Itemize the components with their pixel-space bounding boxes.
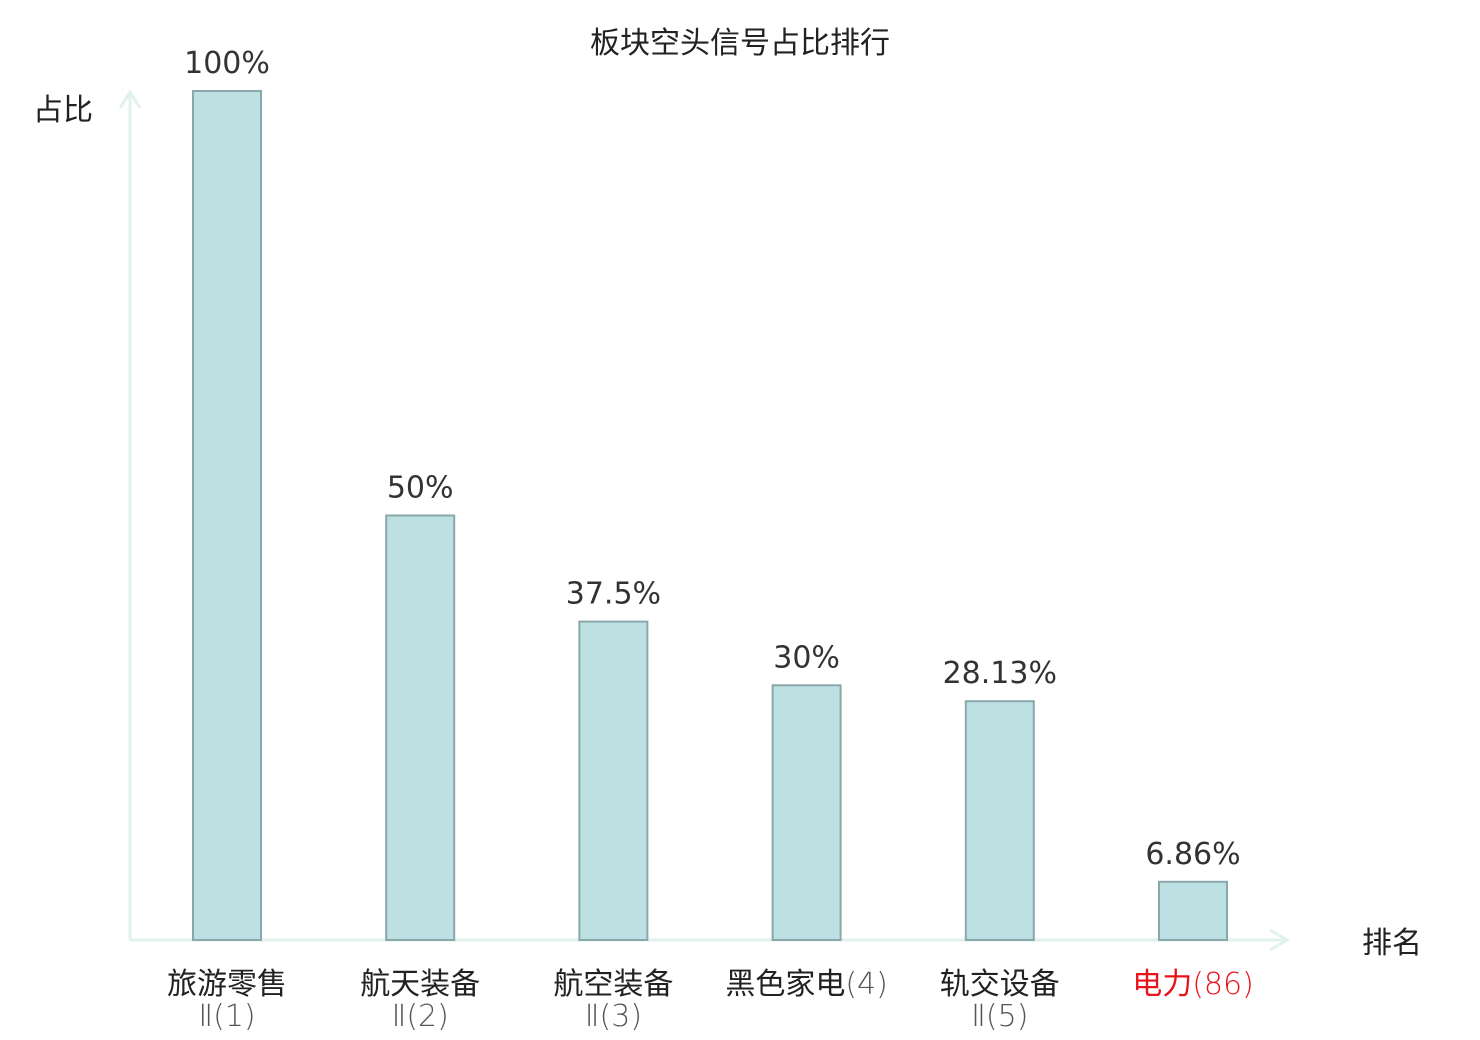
value-label-6: 6.86% <box>1145 837 1240 872</box>
value-label-3: 37.5% <box>566 577 661 612</box>
chart-title: 板块空头信号占比排行 <box>590 26 890 61</box>
bar-group <box>192 90 1228 942</box>
category-rank-5: Ⅱ(5) <box>971 999 1028 1034</box>
category-label-3: 航空装备 <box>553 967 673 1002</box>
value-label-5: 28.13% <box>943 656 1057 691</box>
y-axis <box>118 89 142 940</box>
x-axis-label: 排名 <box>1362 926 1422 961</box>
value-label-2: 50% <box>387 471 454 506</box>
y-axis-label: 占比 <box>33 93 93 128</box>
category-rank-2: Ⅱ(2) <box>392 999 449 1034</box>
bar-2 <box>385 514 456 941</box>
category-label-4: 黑色家电(4) <box>725 967 888 1002</box>
value-label-group: 100% 50% 37.5% 30% 28.13% 6.86% <box>184 46 1241 872</box>
category-rank-3: Ⅱ(3) <box>585 999 642 1034</box>
category-label-6: 电力(86) <box>1132 967 1254 1002</box>
category-label-1: 旅游零售 <box>167 967 287 1002</box>
bar-1 <box>192 90 262 941</box>
bar-5 <box>964 700 1035 942</box>
bar-4 <box>771 684 842 941</box>
category-rank-1: Ⅱ(1) <box>198 999 255 1034</box>
category-label-5: 轨交设备 <box>940 967 1060 1002</box>
bar-3 <box>578 620 649 941</box>
bar-6 <box>1158 880 1228 941</box>
value-label-1: 100% <box>184 46 270 81</box>
value-label-4: 30% <box>773 640 840 675</box>
category-label-2: 航天装备 <box>360 967 480 1002</box>
x-axis <box>130 928 1290 952</box>
